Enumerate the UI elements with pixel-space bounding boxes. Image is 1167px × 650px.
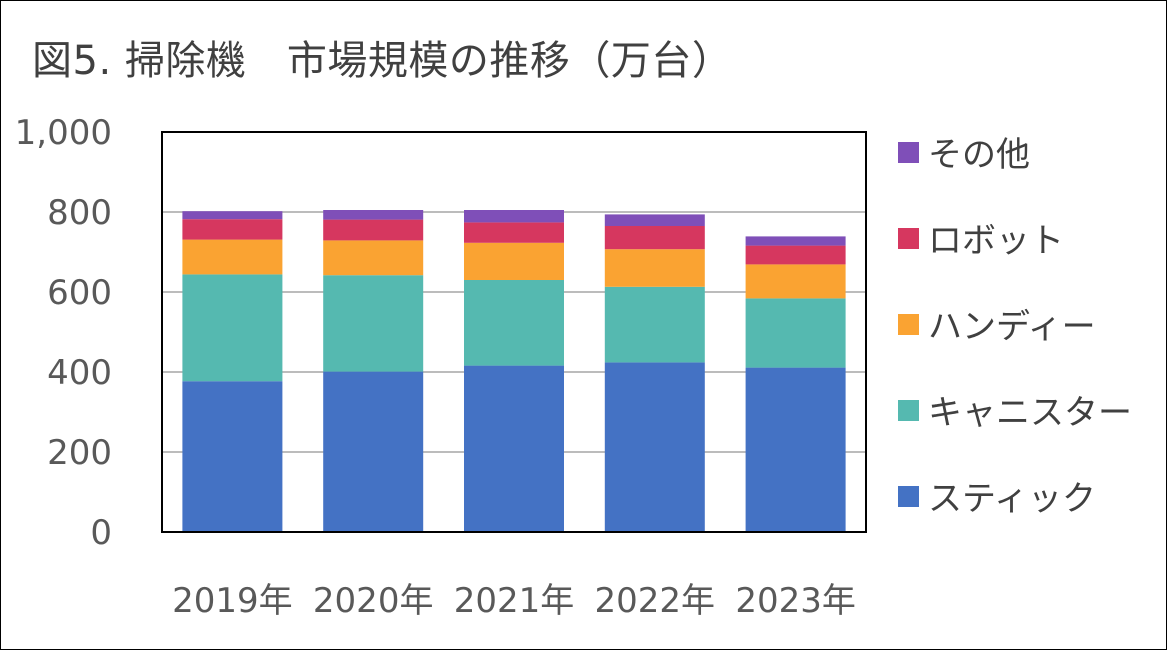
y-tick-label: 400 (47, 353, 112, 393)
x-axis-categories: 2019年 2020年 2021年 2022年 2023年 (172, 581, 856, 621)
y-tick-label: 200 (47, 433, 112, 473)
bar-segment (604, 362, 705, 532)
x-category-label: 2022年 (595, 581, 716, 621)
bar-segment (182, 239, 283, 275)
bar-segment (182, 219, 283, 240)
bar-segment (745, 298, 846, 368)
legend-label: ハンディー (928, 307, 1096, 347)
bar-segment (182, 211, 283, 220)
y-tick-label: 600 (47, 273, 112, 313)
bars (182, 210, 846, 532)
bar-segment (464, 280, 564, 366)
legend-label: キャニスター (928, 393, 1132, 433)
bar-segment (464, 242, 564, 280)
legend-label: ロボット (928, 221, 1064, 261)
y-tick-label: 800 (47, 193, 112, 233)
bar-segment (604, 286, 705, 363)
y-tick-label: 1,000 (15, 113, 112, 153)
bar-segment (464, 222, 564, 243)
plot-border (161, 131, 867, 533)
legend-label: スティック (928, 479, 1096, 519)
y-axis-ticks: 0 200 400 600 800 1,000 (15, 113, 112, 553)
bar-segment (323, 275, 424, 372)
bar-segment (323, 210, 424, 220)
bar-segment (464, 210, 564, 223)
bar-segment (464, 365, 564, 532)
y-tick-label: 0 (90, 513, 112, 553)
bar-segment (745, 264, 846, 299)
bar-segment (745, 236, 846, 246)
bar-segment (323, 240, 424, 276)
x-category-label: 2021年 (454, 581, 575, 621)
x-category-label: 2020年 (313, 581, 434, 621)
legend-swatch (898, 400, 919, 421)
bar-segment (745, 367, 846, 532)
bar-segment (745, 245, 846, 265)
bar-segment (182, 274, 283, 382)
bar-segment (323, 219, 424, 241)
legend-swatch (898, 142, 919, 163)
bar-segment (323, 371, 424, 532)
legend-label: その他 (928, 135, 1030, 175)
legend-swatch (898, 314, 919, 335)
legend-swatch (898, 486, 919, 507)
bar-segment (604, 226, 705, 250)
legend-swatch (898, 228, 919, 249)
bar-segment (604, 214, 705, 226)
chart-title: 図5. 掃除機 市場規模の推移（万台） (32, 38, 733, 84)
x-category-label: 2023年 (735, 581, 856, 621)
x-category-label: 2019年 (172, 581, 293, 621)
bar-segment (604, 249, 705, 287)
bar-segment (182, 381, 283, 532)
